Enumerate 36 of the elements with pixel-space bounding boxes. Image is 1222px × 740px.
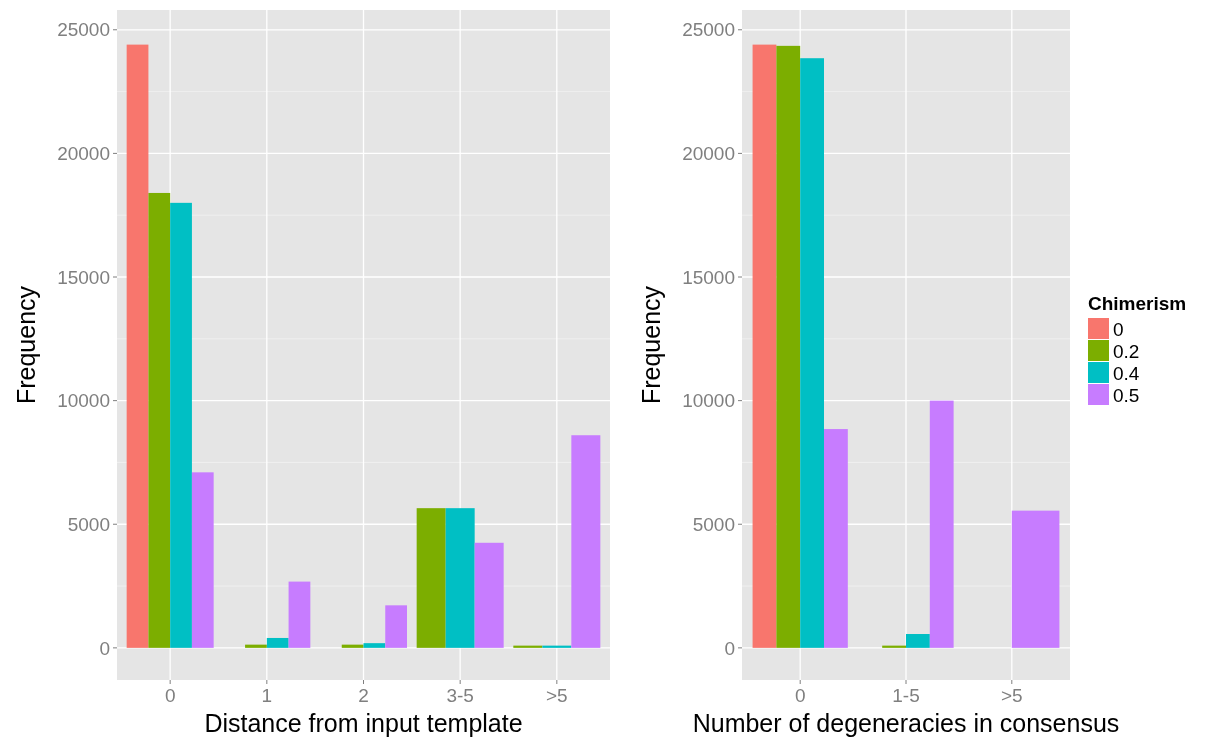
y-axis-title: Frequency bbox=[12, 285, 40, 405]
y-tick-label: 0 bbox=[99, 637, 110, 659]
y-tick-label: 25000 bbox=[682, 19, 735, 41]
x-tick-label: >5 bbox=[546, 685, 568, 706]
y-tick-label: 15000 bbox=[57, 266, 110, 288]
x-axis-title: Number of degeneracies in consensus bbox=[692, 709, 1120, 737]
x-tick-label: 3-5 bbox=[446, 685, 474, 706]
y-tick-label: 0 bbox=[724, 637, 735, 659]
x-tick-label: 1-5 bbox=[892, 685, 920, 706]
x-axis-title: Distance from input template bbox=[204, 709, 523, 737]
legend-label: 0.2 bbox=[1113, 340, 1140, 362]
y-tick-label: 10000 bbox=[57, 390, 110, 412]
x-tick-label: >5 bbox=[1000, 685, 1023, 706]
y-tick-label: 5000 bbox=[67, 513, 110, 535]
bar bbox=[776, 45, 801, 648]
bar bbox=[752, 44, 777, 648]
x-tick-label: 1 bbox=[261, 685, 273, 706]
x-tick-label: 2 bbox=[358, 685, 369, 706]
y-tick-label: 15000 bbox=[682, 266, 735, 288]
legend-title: Chimerism bbox=[1088, 293, 1187, 314]
y-tick-label: 10000 bbox=[682, 390, 735, 412]
bar bbox=[906, 634, 930, 648]
legend-label: 0.5 bbox=[1113, 384, 1140, 406]
x-tick-label: 0 bbox=[794, 685, 806, 706]
legend-label: 0.4 bbox=[1113, 362, 1140, 384]
x-tick-label: 0 bbox=[164, 685, 176, 706]
y-tick-label: 20000 bbox=[682, 143, 735, 165]
legend-label: 0 bbox=[1113, 318, 1124, 340]
y-tick-label: 5000 bbox=[692, 513, 735, 535]
bar bbox=[929, 400, 954, 648]
bar bbox=[882, 645, 906, 648]
y-axis-title: Frequency bbox=[637, 285, 665, 405]
bar bbox=[824, 429, 848, 648]
y-tick-label: 25000 bbox=[57, 19, 110, 41]
y-tick-label: 20000 bbox=[57, 143, 110, 165]
bar bbox=[800, 58, 824, 648]
